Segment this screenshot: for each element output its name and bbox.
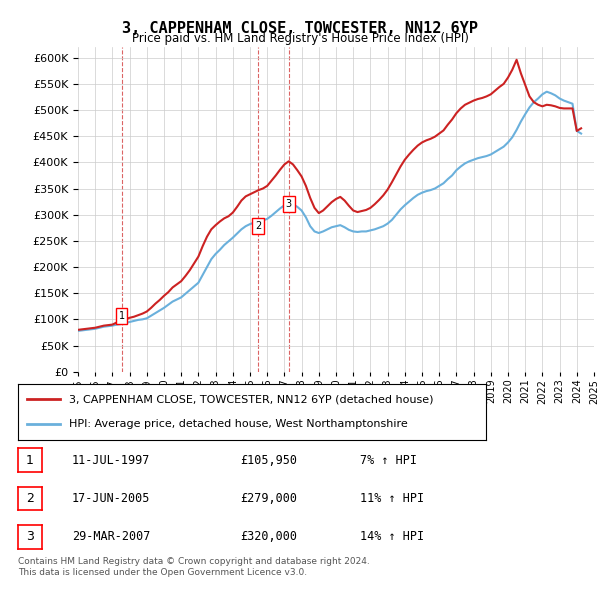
Text: 17-JUN-2005: 17-JUN-2005 — [72, 492, 151, 505]
Text: 1: 1 — [26, 454, 34, 467]
Text: 1: 1 — [118, 312, 125, 321]
Text: This data is licensed under the Open Government Licence v3.0.: This data is licensed under the Open Gov… — [18, 568, 307, 577]
Text: 14% ↑ HPI: 14% ↑ HPI — [360, 530, 424, 543]
Text: £105,950: £105,950 — [240, 454, 297, 467]
Text: 3, CAPPENHAM CLOSE, TOWCESTER, NN12 6YP (detached house): 3, CAPPENHAM CLOSE, TOWCESTER, NN12 6YP … — [70, 394, 434, 404]
Text: 2: 2 — [255, 221, 261, 231]
Text: 3: 3 — [286, 199, 292, 209]
Text: 3, CAPPENHAM CLOSE, TOWCESTER, NN12 6YP: 3, CAPPENHAM CLOSE, TOWCESTER, NN12 6YP — [122, 21, 478, 35]
Text: 11-JUL-1997: 11-JUL-1997 — [72, 454, 151, 467]
Text: Price paid vs. HM Land Registry's House Price Index (HPI): Price paid vs. HM Land Registry's House … — [131, 32, 469, 45]
Text: Contains HM Land Registry data © Crown copyright and database right 2024.: Contains HM Land Registry data © Crown c… — [18, 558, 370, 566]
Text: 3: 3 — [26, 530, 34, 543]
Text: HPI: Average price, detached house, West Northamptonshire: HPI: Average price, detached house, West… — [70, 419, 408, 429]
Text: 29-MAR-2007: 29-MAR-2007 — [72, 530, 151, 543]
Text: £279,000: £279,000 — [240, 492, 297, 505]
Text: 7% ↑ HPI: 7% ↑ HPI — [360, 454, 417, 467]
Text: 11% ↑ HPI: 11% ↑ HPI — [360, 492, 424, 505]
Text: £320,000: £320,000 — [240, 530, 297, 543]
Text: 2: 2 — [26, 492, 34, 505]
